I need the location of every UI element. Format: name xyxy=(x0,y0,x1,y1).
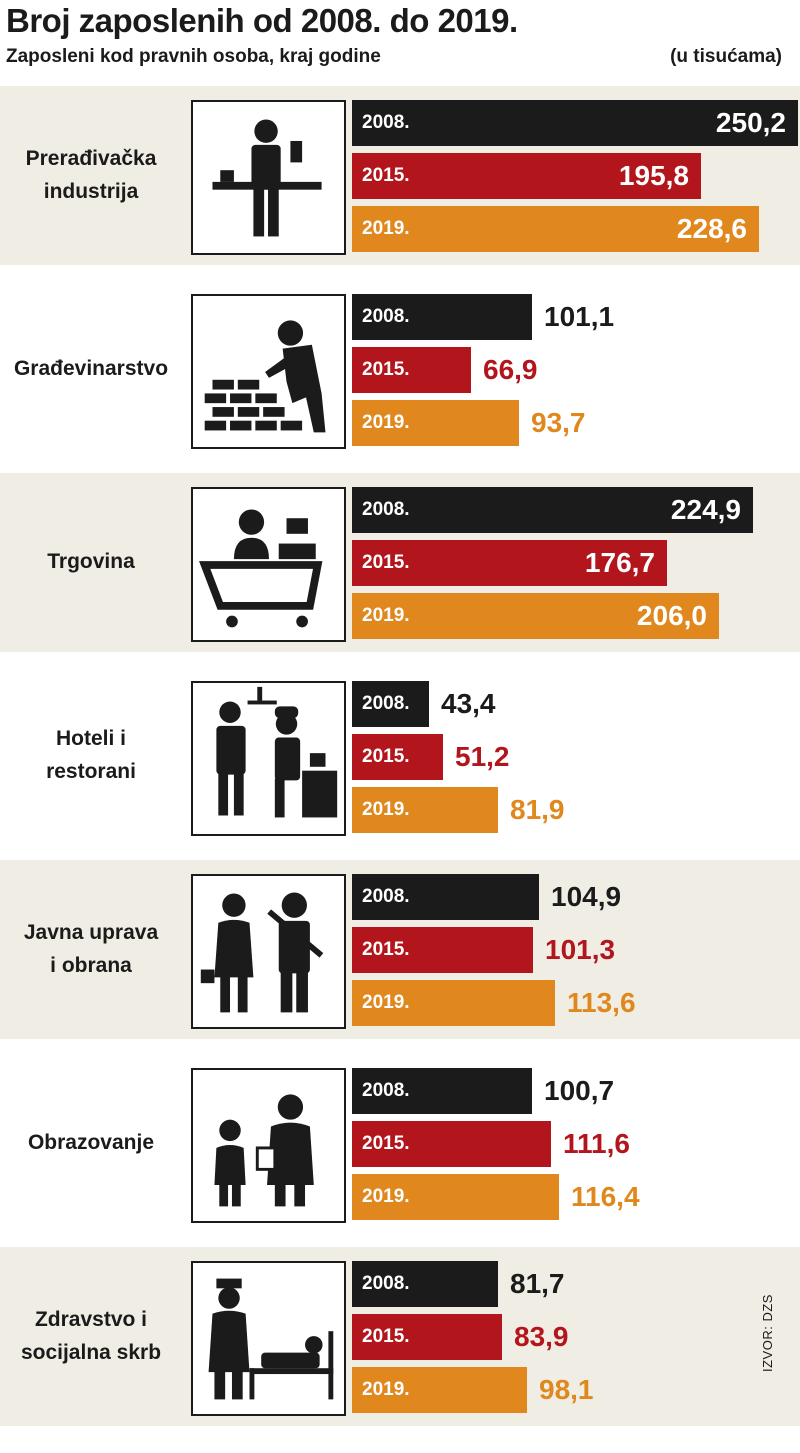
bar-2019 xyxy=(352,206,759,252)
bar-2019 xyxy=(352,1367,527,1413)
sector-row: Hoteli i restorani 2008. 43,4 2015. 51,2 2019… xyxy=(0,666,800,846)
value-label: 101,3 xyxy=(545,934,616,965)
official-soldier-icon xyxy=(191,874,346,1029)
value-label: 66,9 xyxy=(483,353,538,385)
year-label: 2008. xyxy=(362,692,410,714)
chart-title: Broj zaposlenih od 2008. do 2019. xyxy=(6,2,518,39)
year-label: 2015. xyxy=(362,745,410,767)
year-label: 2019. xyxy=(362,1379,410,1400)
bar-2015 xyxy=(352,153,701,199)
year-label: 2019. xyxy=(362,218,410,239)
category-label: Prerađivačka industrija xyxy=(25,146,157,203)
year-label: 2008. xyxy=(362,499,410,520)
year-label: 2008. xyxy=(362,1273,410,1294)
value-label: 81,9 xyxy=(510,793,565,825)
sector-row: Obrazovanje 2008. 100,7 2015. 111,6 2019. 116,… xyxy=(0,1053,800,1233)
sector-row: Javna uprava i obrana 2008. 104,9 2015. 101,… xyxy=(0,860,800,1039)
year-label: 2015. xyxy=(362,165,410,186)
sector-row: Zdravstvo i socijalna skrb 2008. 81,7 2015.… xyxy=(0,1247,800,1426)
year-label: 2008. xyxy=(362,1079,410,1101)
bar-2008 xyxy=(352,680,429,727)
bar-2015 xyxy=(352,1314,502,1360)
value-label: 83,9 xyxy=(514,1321,569,1352)
year-label: 2019. xyxy=(362,1185,410,1207)
value-label: 93,7 xyxy=(531,406,586,438)
year-label: 2019. xyxy=(362,992,410,1013)
chart-subtitle: Zaposleni kod pravnih osoba, kraj godine xyxy=(6,46,381,67)
year-label: 2008. xyxy=(362,305,410,327)
bar-2008 xyxy=(352,293,532,340)
bar-2015 xyxy=(352,540,667,586)
sector-row: Prerađivačka industrija 2008. 250,2 2015. 19… xyxy=(0,86,800,265)
shop-cashier-icon xyxy=(191,487,346,642)
value-label: 100,7 xyxy=(544,1074,615,1106)
value-label: 104,9 xyxy=(551,881,622,912)
value-label: 43,4 xyxy=(441,687,496,719)
bar-2019 xyxy=(352,786,498,833)
bar-2015 xyxy=(352,733,443,780)
value-label: 228,6 xyxy=(676,213,747,244)
value-label: 111,6 xyxy=(563,1127,630,1159)
bar-2008 xyxy=(352,487,753,533)
year-label: 2015. xyxy=(362,552,410,573)
year-label: 2015. xyxy=(362,1326,410,1347)
waiter-chef-icon xyxy=(191,680,346,836)
value-label: 224,9 xyxy=(670,494,741,525)
category-label: Trgovina xyxy=(47,550,135,574)
bar-2015 xyxy=(352,346,471,393)
value-label: 176,7 xyxy=(584,547,655,578)
source-label: IZVOR: DZS xyxy=(760,1294,775,1372)
category-label: Hoteli i restorani xyxy=(46,727,136,783)
value-label: 81,7 xyxy=(510,1268,565,1299)
factory-worker-icon xyxy=(191,100,346,255)
category-label: Zdravstvo i socijalna skrb xyxy=(20,1307,162,1364)
year-label: 2008. xyxy=(362,112,410,133)
category-label: Obrazovanje xyxy=(27,1130,155,1154)
category-label: Javna uprava i obrana xyxy=(23,920,159,977)
value-label: 195,8 xyxy=(618,160,689,191)
bar-2019 xyxy=(352,593,719,639)
value-label: 250,2 xyxy=(715,107,786,138)
bar-2008 xyxy=(352,874,539,920)
year-label: 2015. xyxy=(362,358,410,380)
year-label: 2015. xyxy=(362,1132,410,1154)
year-label: 2019. xyxy=(362,411,410,433)
bar-2008 xyxy=(352,1067,532,1114)
year-label: 2019. xyxy=(362,798,410,820)
value-label: 206,0 xyxy=(636,600,707,631)
teacher-pupil-icon xyxy=(191,1067,346,1223)
value-label: 101,1 xyxy=(544,300,615,332)
value-label: 113,6 xyxy=(567,987,636,1018)
unit-label: (u tisućama) xyxy=(670,46,782,67)
bar-2015 xyxy=(352,1120,551,1167)
bar-2019 xyxy=(352,980,555,1026)
nurse-patient-icon xyxy=(191,1261,346,1416)
sector-row: Građevinarstvo 2008. 101,1 2015. 66,9 2019. 93… xyxy=(0,279,800,459)
bar-2008 xyxy=(352,1261,498,1307)
category-label: Građevinarstvo xyxy=(13,356,169,380)
bricklayer-icon xyxy=(191,293,346,449)
value-label: 116,4 xyxy=(571,1180,640,1212)
sector-row: Trgovina 2008. 224,9 2015. 176,7 2019. 206,0 xyxy=(0,473,800,652)
value-label: 51,2 xyxy=(455,740,510,772)
bar-2019 xyxy=(352,1173,559,1220)
bar-2008 xyxy=(352,100,798,146)
bar-2019 xyxy=(352,399,519,446)
value-label: 98,1 xyxy=(539,1374,594,1405)
bar-2015 xyxy=(352,927,533,973)
year-label: 2015. xyxy=(362,939,410,960)
year-label: 2019. xyxy=(362,605,410,626)
year-label: 2008. xyxy=(362,886,410,907)
